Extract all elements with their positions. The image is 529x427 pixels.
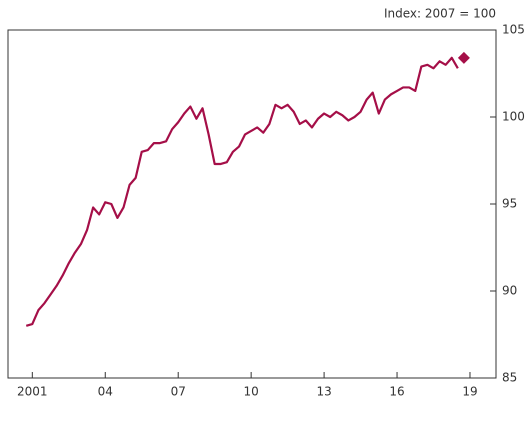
data-line [25,56,459,327]
x-tick-label: 07 [171,385,186,399]
x-tick-label: 13 [316,385,331,399]
x-tick-label: 19 [462,385,477,399]
y-tick-label: 90 [502,284,517,298]
y-axis-label: Index: 2007 = 100 [384,7,496,21]
y-tick-label: 105 [502,23,525,37]
x-tick-label: 2001 [17,385,48,399]
x-tick-label: 10 [244,385,259,399]
y-tick-label: 95 [502,197,517,211]
y-tick-label: 100 [502,110,525,124]
plot-frame [7,29,497,379]
x-tick-label: 16 [389,385,404,399]
diamond-marker [457,51,470,64]
x-tick-label: 04 [98,385,113,399]
y-tick-label: 85 [502,371,517,385]
